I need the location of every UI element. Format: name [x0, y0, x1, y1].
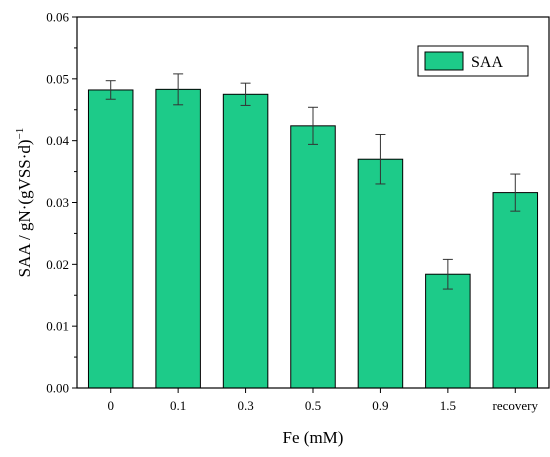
bar-0.9 — [357, 158, 404, 389]
y-tick-label: 0.00 — [46, 381, 69, 396]
y-tick-label: 0.03 — [46, 195, 69, 210]
bars-group — [87, 88, 539, 389]
x-axis-title: Fe (mM) — [283, 428, 344, 447]
x-tick-label: 0.5 — [305, 398, 321, 413]
x-axis-ticks: 0 0.1 0.3 0.5 0.9 1.5 recovery — [107, 388, 539, 413]
y-axis-title: SAA / gN·(gVSS·d)−1 — [14, 128, 34, 278]
bar-0 — [87, 89, 134, 389]
error-bar-0 — [105, 80, 116, 100]
x-tick-label: 0 — [107, 398, 114, 413]
bar-0.1 — [155, 88, 201, 389]
error-bar-1.5 — [442, 258, 453, 290]
error-bar-recovery — [510, 173, 521, 212]
error-bars-group — [105, 73, 521, 290]
bar-recovery — [492, 192, 539, 389]
x-tick-label: 0.1 — [170, 398, 186, 413]
error-bar-0.5 — [308, 106, 318, 145]
y-axis-title-main: SAA / gN·(gVSS·d) — [15, 139, 34, 277]
bar-1.5 — [425, 273, 471, 389]
bar-0.5 — [290, 125, 336, 389]
y-tick-label: 0.01 — [46, 319, 69, 334]
x-tick-label: recovery — [493, 398, 539, 413]
x-tick-label: 1.5 — [440, 398, 456, 413]
legend-swatch — [424, 51, 464, 71]
x-tick-label: 0.9 — [372, 398, 388, 413]
y-tick-label: 0.04 — [46, 133, 69, 148]
error-bar-0.1 — [173, 73, 184, 106]
x-tick-label: 0.3 — [237, 398, 253, 413]
bar-0.3 — [222, 93, 269, 389]
y-tick-label: 0.02 — [46, 257, 69, 272]
y-tick-label: 0.05 — [46, 71, 69, 86]
error-bar-0.3 — [240, 82, 251, 106]
legend-label: SAA — [471, 54, 503, 71]
y-axis-title-superscript: −1 — [14, 128, 26, 140]
error-bar-0.9 — [375, 133, 386, 185]
y-tick-label: 0.06 — [46, 10, 69, 25]
y-axis-ticks: 0.00 0.01 0.02 0.03 0.04 0.05 0.06 — [46, 10, 77, 396]
legend: SAA — [417, 45, 529, 77]
